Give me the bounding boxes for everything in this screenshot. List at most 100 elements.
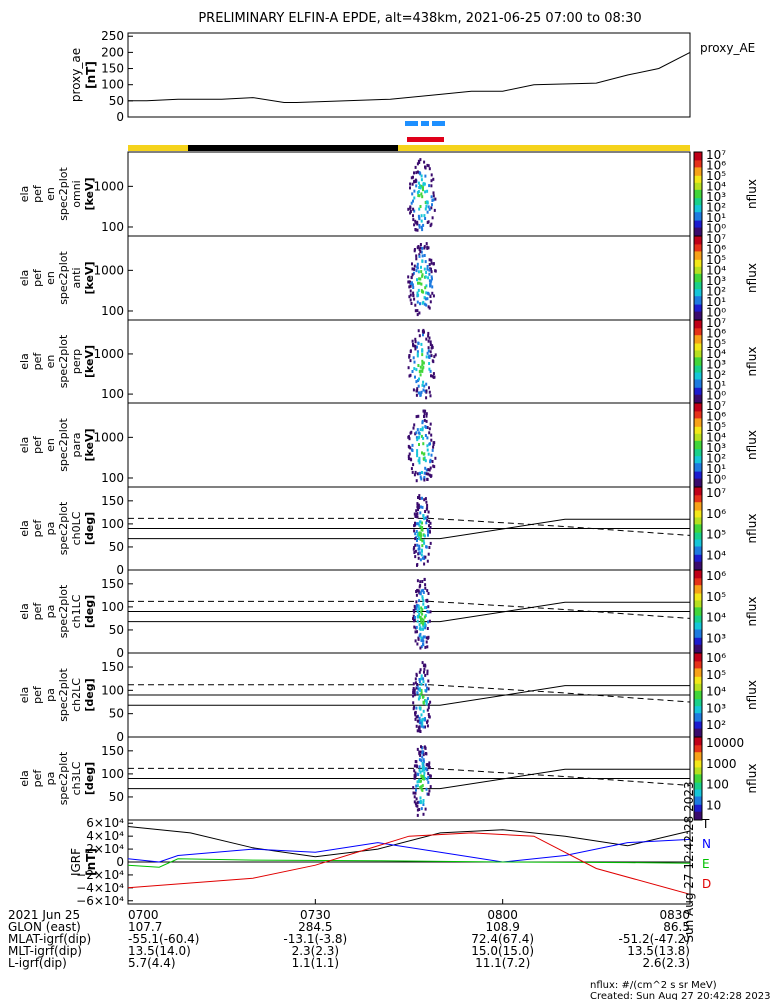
colorbar-cell bbox=[694, 626, 702, 629]
colorbar-cell bbox=[694, 301, 702, 304]
spectrogram-pixel bbox=[412, 286, 415, 289]
spectrogram-pixel bbox=[418, 377, 420, 381]
spectrogram-pixel bbox=[414, 630, 417, 634]
colorbar-cell bbox=[694, 287, 702, 290]
colorbar-cell bbox=[694, 397, 702, 400]
spectrogram-pixel bbox=[414, 713, 417, 717]
spectrogram-pixel bbox=[423, 471, 426, 475]
spectrogram-pixel bbox=[431, 199, 434, 202]
spectrogram-pixel bbox=[416, 220, 419, 224]
spectrogram-pixel bbox=[422, 330, 425, 334]
spectrogram-pixel bbox=[415, 607, 418, 611]
spectrogram-pixel bbox=[425, 396, 428, 400]
colorbar-label: 10⁴ bbox=[706, 685, 726, 699]
spectrogram-pixel bbox=[430, 433, 433, 437]
colorbar-cell bbox=[694, 382, 702, 385]
spectrogram-pixel bbox=[425, 412, 428, 416]
spectrogram-pixel bbox=[427, 331, 430, 335]
spectrogram-pixel bbox=[421, 451, 423, 455]
proxy-ae-legend: proxy_AE bbox=[700, 41, 755, 55]
colorbar-cell bbox=[694, 621, 702, 624]
loss-cone-solid bbox=[128, 601, 690, 623]
loss-cone-solid bbox=[128, 768, 690, 790]
colorbar-cell bbox=[694, 589, 702, 592]
spectrogram-pixel bbox=[425, 389, 428, 393]
colorbar-cell bbox=[694, 474, 702, 477]
spectrogram-pixel bbox=[409, 349, 412, 353]
colorbar-cell bbox=[694, 507, 702, 510]
spectrogram-pixel bbox=[428, 356, 431, 359]
spectrogram-pixel bbox=[408, 374, 411, 378]
spectrogram-pixel bbox=[421, 784, 424, 788]
spectrogram-pixel bbox=[418, 808, 421, 811]
spectrogram-pixel bbox=[419, 475, 422, 479]
spectrogram-pixel bbox=[418, 678, 421, 681]
colorbar-cell bbox=[694, 724, 702, 727]
colorbar-label: 10⁰ bbox=[706, 473, 726, 487]
eclipse-bar bbox=[188, 145, 398, 151]
colorbar-title: nflux bbox=[745, 179, 759, 209]
colorbar-cell bbox=[694, 491, 702, 494]
colorbar-cell bbox=[694, 662, 702, 665]
spectrogram-pixel bbox=[431, 216, 434, 220]
colorbar-cell bbox=[694, 503, 702, 506]
spectrogram-pixel bbox=[416, 630, 418, 634]
spectrogram-pixel bbox=[420, 688, 423, 692]
colorbar-cell bbox=[694, 564, 702, 567]
spectrogram-pixel bbox=[423, 606, 426, 610]
spectrogram-pixel bbox=[420, 174, 423, 178]
colorbar-cell bbox=[694, 720, 702, 723]
spectrogram-pixel bbox=[422, 775, 424, 779]
colorbar-cell bbox=[694, 342, 702, 345]
colorbar-cell bbox=[694, 520, 702, 523]
colorbar-cell bbox=[694, 191, 702, 194]
spectrogram-pixel bbox=[417, 281, 419, 285]
spectrogram-pixel bbox=[417, 697, 420, 701]
spectrogram-pixel bbox=[416, 278, 418, 282]
colorbar-cell bbox=[694, 240, 702, 243]
colorbar-cell bbox=[694, 164, 702, 167]
spectrogram-pixel bbox=[412, 688, 415, 692]
spectrogram-pixel bbox=[426, 559, 429, 563]
colorbar-cell bbox=[694, 697, 702, 700]
spectrogram-pixel bbox=[415, 686, 418, 690]
spectrogram-pixel bbox=[426, 719, 429, 723]
spectrogram-pixel bbox=[420, 184, 423, 188]
spectrogram-pixel bbox=[419, 796, 422, 800]
colorbar-cell bbox=[694, 601, 702, 604]
colorbar-cell bbox=[694, 161, 702, 164]
spectrogram-pixel bbox=[419, 786, 422, 789]
spectrogram-pixel bbox=[425, 337, 428, 341]
spectrogram-pixel bbox=[429, 460, 432, 464]
spectrogram-pixel bbox=[425, 414, 428, 418]
spectrogram-pixel bbox=[416, 389, 419, 393]
spectrogram-pixel bbox=[414, 776, 416, 780]
spectrogram-blob bbox=[407, 242, 437, 317]
colorbar-cell bbox=[694, 258, 702, 261]
spectrogram-pixel bbox=[424, 586, 427, 590]
spectrogram-pixel bbox=[416, 262, 419, 266]
panel-tick-label: 1000 bbox=[93, 347, 124, 361]
spectrogram-pixel bbox=[432, 445, 435, 449]
colorbar-cell bbox=[694, 511, 702, 514]
spectrogram-pixel bbox=[407, 275, 410, 279]
colorbar-label: 10⁴ bbox=[706, 347, 726, 361]
spectrogram-pixel bbox=[410, 176, 413, 180]
annotation-value: -13.1(-3.8) bbox=[283, 932, 347, 946]
spectrogram-pixel bbox=[428, 306, 431, 310]
colorbar-cell bbox=[694, 182, 702, 185]
spectrogram-pixel bbox=[424, 725, 426, 729]
spectrogram-pixel bbox=[420, 713, 423, 717]
spectrogram-pixel bbox=[421, 290, 424, 293]
spectrogram-pixel bbox=[409, 359, 412, 363]
colorbar-cell bbox=[694, 676, 702, 679]
spectrogram-pixel bbox=[426, 503, 429, 507]
colorbar-cell bbox=[694, 466, 702, 468]
spectrogram-pixel bbox=[423, 635, 426, 639]
colorbar-cell bbox=[694, 322, 702, 325]
colorbar-cell bbox=[694, 665, 702, 668]
spectrogram-pixel bbox=[419, 428, 422, 432]
spectrogram-pixel bbox=[417, 547, 420, 551]
spectrogram-pixel bbox=[428, 546, 431, 549]
